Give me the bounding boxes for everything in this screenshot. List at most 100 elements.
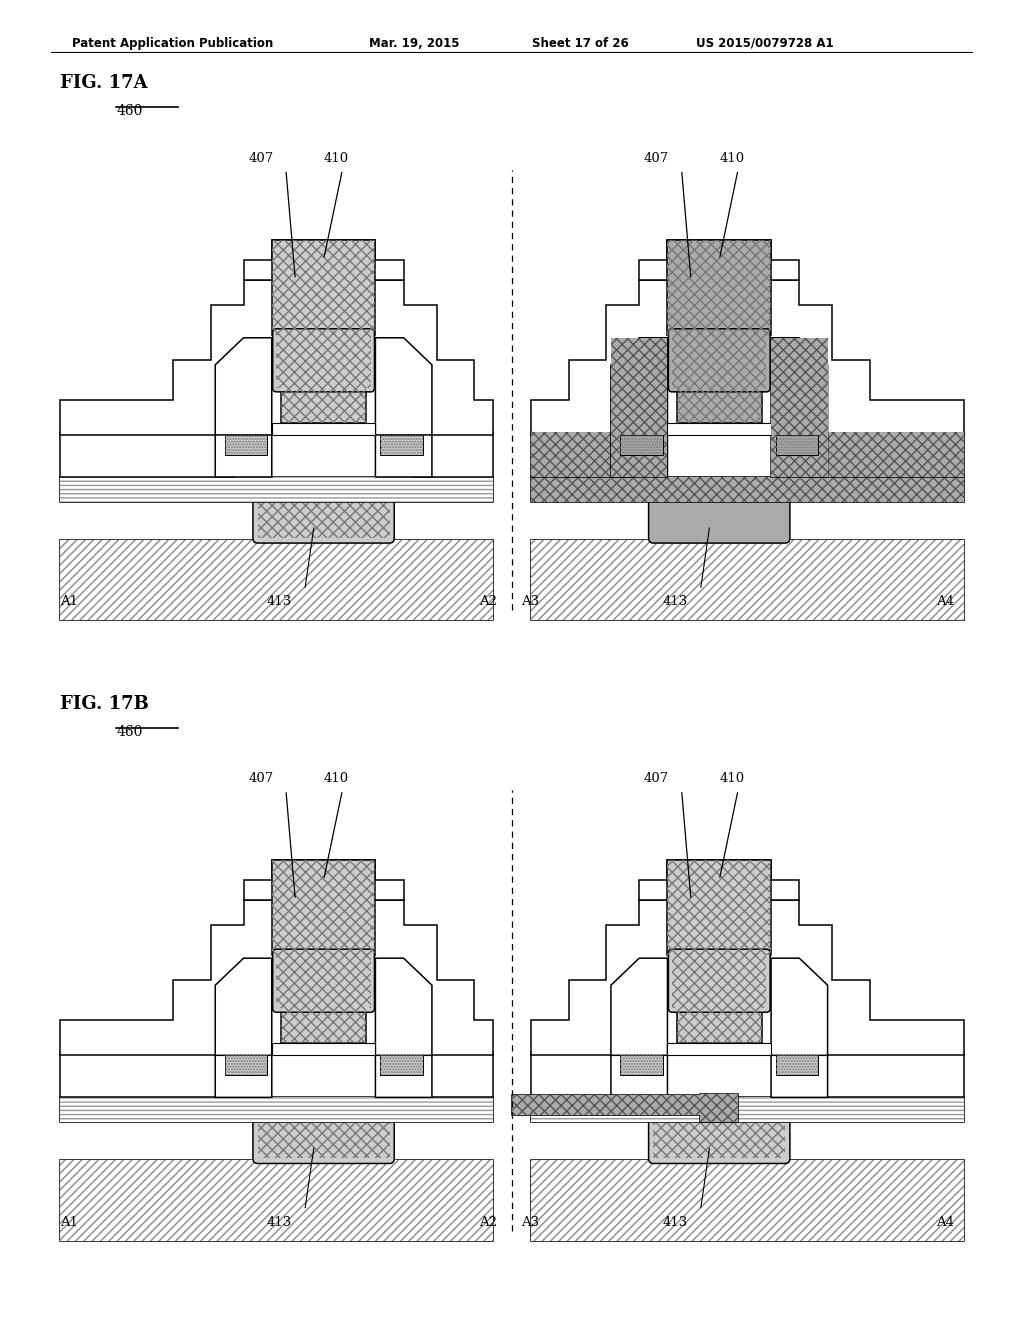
Text: 407: 407 xyxy=(248,152,273,165)
FancyBboxPatch shape xyxy=(648,498,790,543)
Bar xyxy=(224,1055,267,1076)
Bar xyxy=(59,477,494,502)
Bar xyxy=(380,434,423,455)
Bar xyxy=(276,953,371,1008)
Bar xyxy=(672,953,766,1008)
Bar xyxy=(776,434,818,455)
Bar xyxy=(771,338,827,434)
Bar xyxy=(59,540,494,620)
Text: A1: A1 xyxy=(59,1216,78,1229)
Bar xyxy=(271,861,376,956)
Bar xyxy=(224,434,267,455)
Bar xyxy=(512,1096,700,1115)
Text: 413: 413 xyxy=(267,595,292,609)
Bar xyxy=(530,477,965,502)
Bar xyxy=(530,1097,965,1122)
Bar xyxy=(282,1008,366,1043)
Bar xyxy=(677,388,762,422)
Text: A4: A4 xyxy=(936,595,954,609)
Text: FIG. 17A: FIG. 17A xyxy=(59,74,147,92)
Bar xyxy=(59,1160,494,1241)
FancyBboxPatch shape xyxy=(648,1118,790,1163)
Bar xyxy=(380,1055,423,1076)
Bar xyxy=(771,432,827,477)
Bar xyxy=(776,1055,818,1076)
Text: 460: 460 xyxy=(117,104,142,119)
Bar xyxy=(271,861,376,956)
Bar xyxy=(668,422,771,434)
Bar xyxy=(809,432,965,477)
Polygon shape xyxy=(215,338,271,434)
Bar xyxy=(530,1160,965,1241)
Bar xyxy=(59,1052,234,1097)
Polygon shape xyxy=(376,338,432,434)
Bar xyxy=(621,434,663,455)
Bar xyxy=(677,1008,762,1043)
Bar xyxy=(530,1097,965,1122)
Bar xyxy=(276,333,371,388)
Polygon shape xyxy=(639,861,800,900)
Bar xyxy=(530,432,630,477)
Bar xyxy=(59,1097,494,1122)
Polygon shape xyxy=(530,280,965,434)
Bar xyxy=(700,1094,738,1122)
Polygon shape xyxy=(59,900,494,1055)
Text: FIG. 17B: FIG. 17B xyxy=(59,694,148,713)
FancyBboxPatch shape xyxy=(272,949,375,1012)
Bar xyxy=(413,1052,494,1097)
Bar xyxy=(621,1055,663,1076)
Text: A3: A3 xyxy=(521,595,540,609)
Text: Sheet 17 of 26: Sheet 17 of 26 xyxy=(532,37,629,50)
Bar xyxy=(530,540,965,620)
Bar xyxy=(621,1055,663,1076)
Polygon shape xyxy=(771,958,827,1055)
Bar xyxy=(271,1043,376,1055)
Polygon shape xyxy=(771,430,827,477)
FancyBboxPatch shape xyxy=(253,1118,394,1163)
FancyBboxPatch shape xyxy=(669,949,770,1012)
Polygon shape xyxy=(244,861,403,900)
Polygon shape xyxy=(244,240,403,280)
Polygon shape xyxy=(639,240,800,280)
Bar xyxy=(530,1160,965,1241)
Bar xyxy=(59,432,234,477)
Bar xyxy=(668,861,771,956)
Bar xyxy=(677,388,762,422)
Text: 410: 410 xyxy=(324,152,349,165)
Bar xyxy=(271,240,376,335)
Bar xyxy=(271,240,376,335)
Bar xyxy=(258,503,389,539)
Bar xyxy=(224,1055,267,1076)
Text: A1: A1 xyxy=(59,595,78,609)
Bar xyxy=(224,434,267,455)
Polygon shape xyxy=(376,1051,432,1097)
Bar xyxy=(271,422,376,434)
Bar xyxy=(668,240,771,335)
Text: A2: A2 xyxy=(479,1216,497,1229)
Bar xyxy=(530,432,630,477)
Bar xyxy=(530,1052,630,1097)
Text: 460: 460 xyxy=(117,725,142,739)
Bar xyxy=(59,477,494,502)
Bar xyxy=(59,540,494,620)
Bar xyxy=(621,434,663,455)
Bar xyxy=(668,861,771,956)
Bar xyxy=(59,1097,494,1122)
Text: A2: A2 xyxy=(479,595,497,609)
Bar xyxy=(380,434,423,455)
Bar xyxy=(677,1008,762,1043)
Bar xyxy=(282,388,366,422)
Polygon shape xyxy=(376,958,432,1055)
FancyBboxPatch shape xyxy=(669,329,770,392)
Text: 407: 407 xyxy=(644,152,669,165)
Polygon shape xyxy=(59,280,494,434)
Text: 410: 410 xyxy=(324,772,349,785)
Bar xyxy=(530,477,965,502)
Bar xyxy=(413,432,494,477)
Polygon shape xyxy=(215,1051,271,1097)
Text: 413: 413 xyxy=(663,1216,688,1229)
Polygon shape xyxy=(611,430,668,477)
Bar xyxy=(611,338,668,434)
Polygon shape xyxy=(215,430,271,477)
Polygon shape xyxy=(611,958,668,1055)
